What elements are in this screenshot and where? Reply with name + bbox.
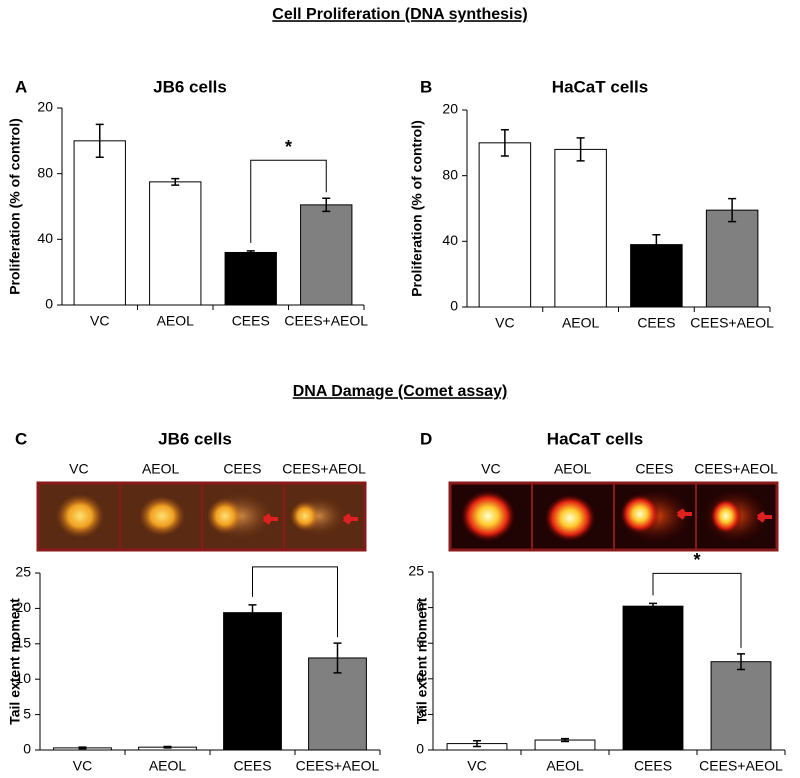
x-tick-label: CEES xyxy=(637,315,675,331)
y-tick-label: 20 xyxy=(442,101,458,117)
error-bar xyxy=(652,234,661,256)
error-bar xyxy=(576,137,585,162)
y-tick-label: 0 xyxy=(45,296,53,312)
bar xyxy=(710,661,772,751)
y-tick-label: 25 xyxy=(15,564,31,580)
image-label: CEES xyxy=(635,461,673,477)
error-bar xyxy=(95,123,104,158)
image-label: AEOL xyxy=(142,461,180,477)
x-tick-label: CEES+AEOL xyxy=(284,313,368,329)
error-bar xyxy=(171,177,180,186)
y-tick-label: 5 xyxy=(23,705,31,721)
section-heading: Cell Proliferation (DNA synthesis) xyxy=(272,6,527,23)
y-tick-label: 10 xyxy=(15,670,31,686)
panel-letter: C xyxy=(15,429,27,448)
panel-letter: D xyxy=(420,429,432,448)
x-tick-label: CEES xyxy=(232,313,270,329)
error-bar xyxy=(163,745,172,749)
significance-marker: * xyxy=(285,137,292,157)
significance-marker: * xyxy=(693,550,700,570)
bar xyxy=(223,612,282,751)
error-bar xyxy=(649,602,657,610)
y-tick-label: 0 xyxy=(23,741,31,757)
section-heading: DNA Damage (Comet assay) xyxy=(293,383,508,400)
y-tick-label: 0 xyxy=(416,741,424,757)
x-tick-label: AEOL xyxy=(157,313,195,329)
significance-bracket xyxy=(250,159,327,243)
chart-title: HaCaT cells xyxy=(547,429,643,448)
x-tick-label: CEES+AEOL xyxy=(699,758,783,774)
x-tick-label: VC xyxy=(90,313,109,329)
error-bar xyxy=(561,737,569,743)
error-bar xyxy=(322,197,331,213)
y-tick-label: 80 xyxy=(37,164,53,180)
error-bar xyxy=(737,653,745,671)
x-tick-label: CEES xyxy=(634,758,672,774)
x-tick-label: VC xyxy=(73,758,92,774)
y-tick-label: 20 xyxy=(37,99,53,115)
image-label: CEES+AEOL xyxy=(694,461,778,477)
bar xyxy=(224,251,277,306)
y-axis-label: Proliferation (% of control) xyxy=(7,118,23,295)
x-tick-label: VC xyxy=(495,315,514,331)
y-tick-label: 0 xyxy=(416,670,424,686)
y-tick-label: 15 xyxy=(15,635,31,651)
error-bar xyxy=(78,746,87,750)
bar xyxy=(478,142,532,308)
y-tick-label: 5 xyxy=(416,705,424,721)
x-tick-label: AEOL xyxy=(562,315,600,331)
error-bar xyxy=(246,250,255,255)
panel-letter: A xyxy=(15,77,27,96)
x-tick-label: AEOL xyxy=(149,758,187,774)
bar xyxy=(622,605,684,751)
x-tick-label: CEES xyxy=(233,758,271,774)
y-tick-label: 40 xyxy=(442,232,458,248)
error-bar xyxy=(333,642,342,674)
bar xyxy=(300,204,353,306)
bar xyxy=(705,209,759,308)
x-tick-label: AEOL xyxy=(546,758,584,774)
x-tick-label: CEES+AEOL xyxy=(690,315,774,331)
chart-title: JB6 cells xyxy=(153,77,227,96)
y-tick-label: 5 xyxy=(416,634,424,650)
image-label: VC xyxy=(481,461,500,477)
image-label: VC xyxy=(69,461,88,477)
chart-title: JB6 cells xyxy=(158,429,232,448)
bar xyxy=(149,181,202,306)
y-axis-label: Tail extent moment xyxy=(414,597,430,724)
bar xyxy=(73,140,126,306)
error-bar xyxy=(473,739,481,748)
error-bar xyxy=(728,197,737,223)
error-bar xyxy=(500,128,509,157)
y-tick-label: 40 xyxy=(37,230,53,246)
x-tick-label: CEES+AEOL xyxy=(296,758,380,774)
y-tick-label: 25 xyxy=(408,563,424,579)
significance-bracket xyxy=(252,566,338,638)
image-label: CEES+AEOL xyxy=(282,461,366,477)
image-label: CEES xyxy=(223,461,261,477)
chart-title: HaCaT cells xyxy=(552,77,648,96)
panel-letter: B xyxy=(420,77,432,96)
y-axis-label: Tail extent moment xyxy=(7,598,23,725)
image-label: AEOL xyxy=(554,461,592,477)
bar xyxy=(554,148,607,308)
y-tick-label: 80 xyxy=(442,166,458,182)
y-axis-label: Proliferation (% of control) xyxy=(409,120,425,297)
comet-strip-d xyxy=(448,481,779,552)
y-tick-label: 0 xyxy=(450,298,458,314)
error-bar xyxy=(248,604,257,622)
y-tick-label: 20 xyxy=(15,599,31,615)
x-tick-label: VC xyxy=(467,758,486,774)
comet-strip-c xyxy=(36,481,367,552)
significance-bracket xyxy=(652,572,742,648)
y-tick-label: 0 xyxy=(416,598,424,614)
